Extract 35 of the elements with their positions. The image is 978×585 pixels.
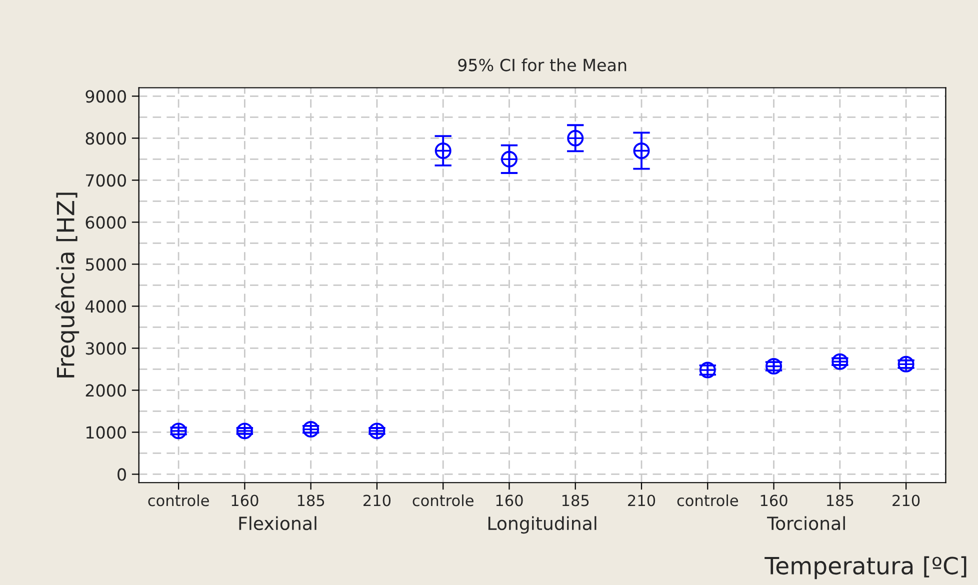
x-tick-label: controle [148, 494, 209, 506]
text: Longitudinal [488, 516, 596, 534]
x-tick-label: 210 [892, 494, 920, 506]
point [766, 358, 782, 375]
y-tick-label: 3000 [86, 342, 126, 355]
y-tick-label: 4000 [85, 300, 126, 313]
x-tick-label: 185 [827, 494, 854, 506]
y-axis-title: Frequência [HZ] [55, 192, 80, 378]
point [898, 356, 914, 372]
text: Flexional [239, 516, 316, 530]
chart-title: 95% CI for the Mean [458, 58, 626, 72]
point [302, 421, 320, 438]
y-tick-label: 1000 [86, 426, 126, 439]
point [170, 422, 187, 440]
y-tick-label: 7000 [86, 174, 126, 187]
x-tick-label: 185 [298, 494, 324, 506]
point [368, 422, 386, 440]
x-tick-label: controle [412, 494, 474, 506]
text: Torcional [767, 516, 845, 530]
x-tick-label: 160 [496, 494, 523, 506]
y-tick-label: 0 [118, 468, 126, 481]
x-tick-label: controle [677, 494, 738, 506]
point [832, 353, 848, 370]
x-axis-title: Temperatura [ºC] [764, 556, 966, 580]
y-tick-label: 8000 [86, 132, 126, 145]
y-tick-label: 6000 [86, 216, 126, 229]
y-tick-label: 5000 [86, 258, 126, 271]
x-tick-label: 160 [760, 494, 788, 506]
x-tick-label: 160 [232, 494, 258, 506]
y-tick-label: 2000 [86, 384, 126, 397]
x-tick-label: 185 [562, 494, 589, 506]
y-tick-label: 9000 [86, 90, 126, 103]
x-tick-label: 210 [628, 494, 656, 506]
point [236, 422, 253, 440]
x-tick-label: 210 [364, 494, 391, 506]
